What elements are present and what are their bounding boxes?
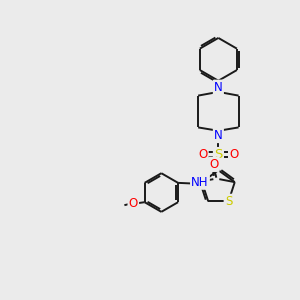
Text: NH: NH: [191, 176, 209, 189]
Text: O: O: [129, 197, 138, 210]
Text: N: N: [214, 81, 223, 94]
Text: N: N: [214, 129, 223, 142]
Text: O: O: [209, 158, 219, 171]
Text: O: O: [198, 148, 208, 161]
Text: O: O: [229, 148, 239, 161]
Text: S: S: [225, 195, 232, 208]
Text: S: S: [214, 148, 223, 161]
